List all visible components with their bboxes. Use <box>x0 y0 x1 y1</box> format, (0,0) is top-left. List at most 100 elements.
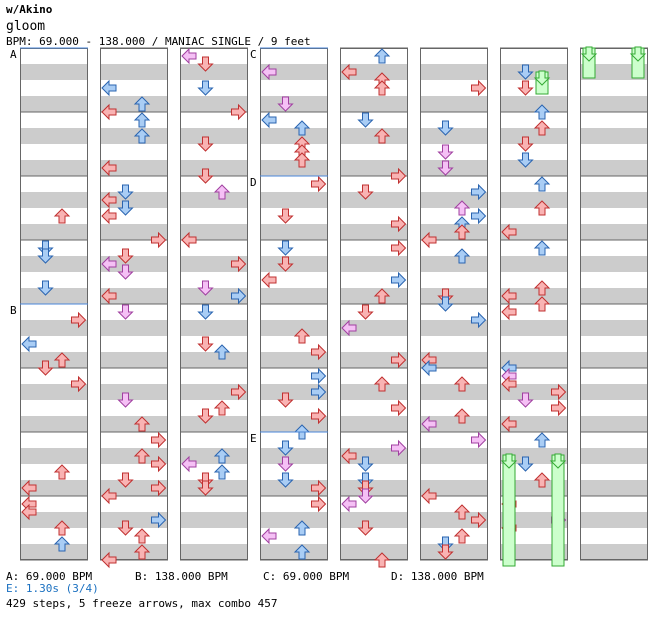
arrow-up-icon <box>533 432 551 448</box>
arrow-down-icon <box>277 208 294 224</box>
beat-stripe <box>100 512 168 528</box>
beat-stripe <box>420 96 488 112</box>
beat-stripe <box>500 512 568 528</box>
arrow-left-icon <box>501 303 517 321</box>
beat-stripe <box>180 416 248 432</box>
beat-stripe <box>100 480 168 496</box>
arrow-left-icon <box>101 159 117 177</box>
arrow-up-icon <box>53 352 71 368</box>
beat-stripe <box>180 448 248 464</box>
arrow-down-icon <box>37 248 54 264</box>
beat-stripe <box>420 352 488 368</box>
bpm-a-label: A: 69.000 BPM <box>6 570 93 583</box>
arrow-left-icon <box>421 487 437 505</box>
arrow-left-icon <box>101 287 117 305</box>
beat-stripe <box>100 192 168 208</box>
beat-stripe <box>180 544 248 560</box>
arrow-left-icon <box>261 111 277 129</box>
beat-stripe <box>100 64 168 80</box>
beat-stripe <box>500 480 568 496</box>
arrow-left-icon <box>501 375 517 393</box>
beat-stripe <box>500 224 568 240</box>
arrow-right-icon <box>231 103 247 121</box>
beat-stripe <box>340 480 408 496</box>
arrow-up-icon <box>533 296 551 312</box>
arrow-left-icon <box>21 503 37 521</box>
arrow-up-icon <box>373 128 391 144</box>
arrow-left-icon <box>181 455 197 473</box>
arrow-down-icon <box>117 200 134 216</box>
beat-stripe <box>500 128 568 144</box>
arrow-down-icon <box>277 472 294 488</box>
beat-stripe <box>580 160 648 176</box>
beat-stripe <box>100 256 168 272</box>
beat-stripe <box>180 320 248 336</box>
arrow-left-icon <box>101 255 117 273</box>
arrow-right-icon <box>471 511 487 529</box>
beat-stripe <box>260 192 328 208</box>
beat-stripe <box>260 224 328 240</box>
arrow-up-icon <box>133 128 151 144</box>
beat-stripe <box>340 544 408 560</box>
beat-stripe <box>20 416 88 432</box>
arrow-down-icon <box>517 456 534 472</box>
arrow-up-icon <box>133 448 151 464</box>
beat-stripe <box>500 544 568 560</box>
arrow-left-icon <box>261 63 277 81</box>
arrow-down-icon <box>580 46 598 62</box>
beat-stripe <box>100 384 168 400</box>
section-marker: B <box>10 304 17 317</box>
beat-stripe <box>580 512 648 528</box>
beat-stripe <box>260 544 328 560</box>
beat-stripe <box>340 160 408 176</box>
arrow-right-icon <box>391 439 407 457</box>
beat-stripe <box>20 160 88 176</box>
arrow-up-icon <box>373 376 391 392</box>
arrow-left-icon <box>341 447 357 465</box>
beat-stripe <box>180 256 248 272</box>
arrow-down-icon <box>117 184 134 200</box>
arrow-right-icon <box>471 431 487 449</box>
beat-stripe <box>260 96 328 112</box>
arrow-down-icon <box>197 408 214 424</box>
beat-stripe <box>580 96 648 112</box>
beat-stripe <box>500 256 568 272</box>
arrow-down-icon <box>197 480 214 496</box>
arrow-up-icon <box>53 520 71 536</box>
beat-stripe <box>340 288 408 304</box>
beat-stripe <box>420 512 488 528</box>
beat-stripe <box>260 320 328 336</box>
arrow-right-icon <box>311 175 327 193</box>
arrow-left-icon <box>181 231 197 249</box>
beat-stripe <box>20 256 88 272</box>
arrow-up-icon <box>53 464 71 480</box>
arrow-down-icon <box>437 160 454 176</box>
arrow-down-icon <box>197 280 214 296</box>
beat-stripe <box>20 544 88 560</box>
arrow-down-icon <box>277 256 294 272</box>
arrow-down-icon <box>117 392 134 408</box>
arrow-up-icon <box>133 528 151 544</box>
beat-stripe <box>20 512 88 528</box>
section-marker: C <box>250 48 257 61</box>
beat-stripe <box>580 480 648 496</box>
beat-stripe <box>420 416 488 432</box>
arrow-down-icon <box>277 96 294 112</box>
arrow-right-icon <box>391 399 407 417</box>
beat-stripe <box>500 416 568 432</box>
arrow-down-icon <box>117 520 134 536</box>
arrow-right-icon <box>391 351 407 369</box>
arrow-up-icon <box>213 464 231 480</box>
beat-stripe <box>420 160 488 176</box>
arrow-right-icon <box>471 207 487 225</box>
arrow-down-icon <box>357 304 374 320</box>
beat-stripe <box>420 480 488 496</box>
arrow-up-icon <box>373 288 391 304</box>
beat-stripe <box>340 384 408 400</box>
beat-stripe <box>580 128 648 144</box>
song-title: gloom <box>6 19 46 34</box>
arrow-right-icon <box>391 239 407 257</box>
column-frame <box>180 48 248 560</box>
arrow-up-icon <box>293 520 311 536</box>
beat-stripe <box>580 224 648 240</box>
